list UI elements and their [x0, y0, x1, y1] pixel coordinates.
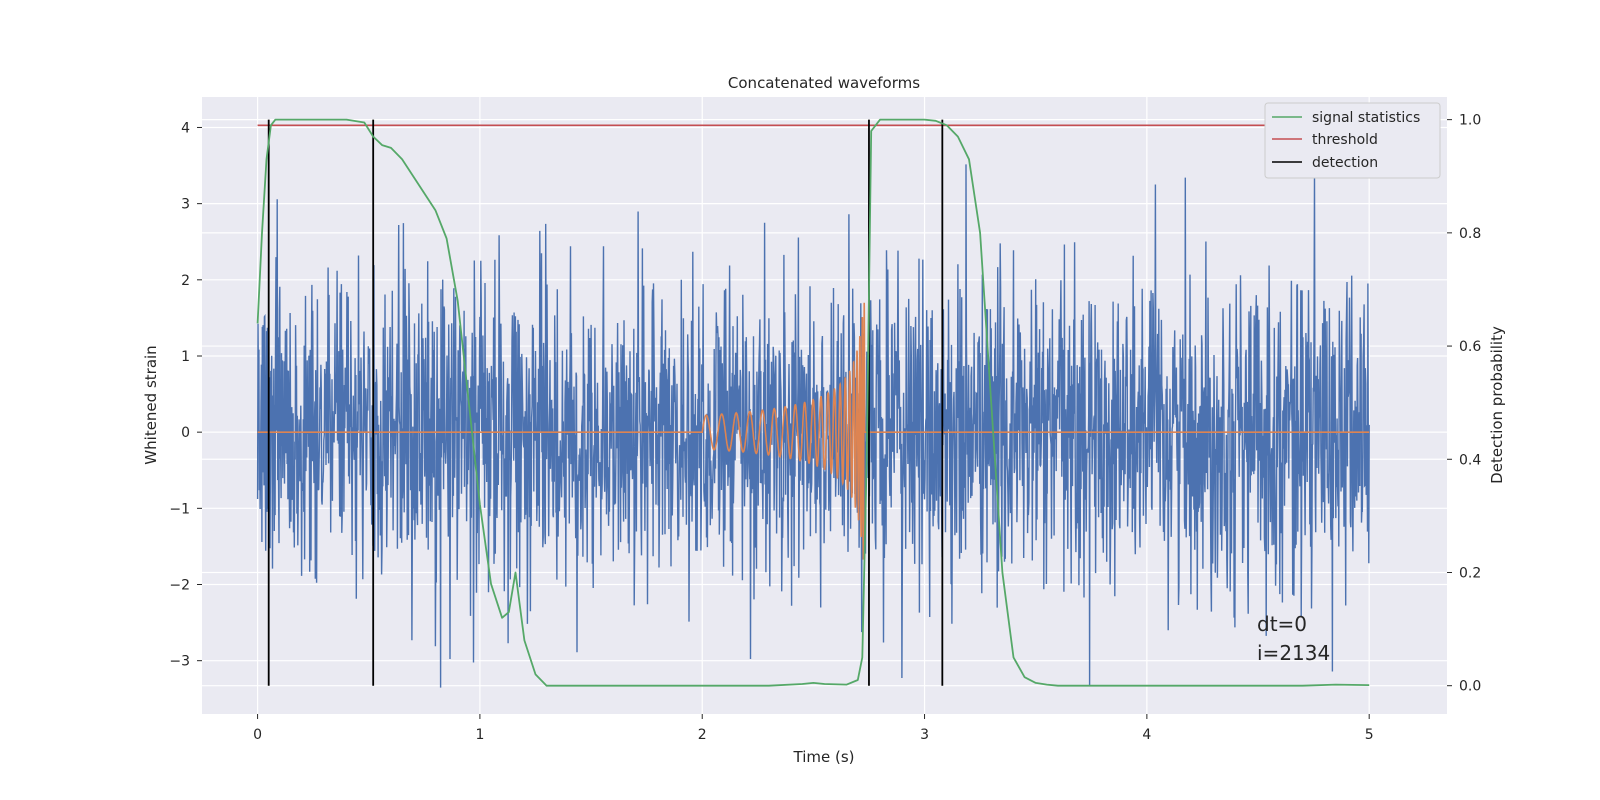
- y-axis-label: Whitened strain: [142, 345, 160, 464]
- x-tick-label: 3: [920, 727, 929, 743]
- x-axis-label: Time (s): [793, 748, 855, 766]
- y-tick-label-right: 0.4: [1459, 452, 1481, 468]
- annotation-dt: dt=0: [1257, 612, 1307, 636]
- y-tick-label: 3: [181, 197, 190, 213]
- noise-series: [256, 164, 1370, 688]
- legend-label-statistics: signal statistics: [1312, 110, 1420, 126]
- y-tick-label: 2: [181, 273, 190, 289]
- y-axis-label-right: Detection probability: [1488, 326, 1506, 484]
- x-tick-label: 1: [475, 727, 484, 743]
- y-tick-label: 1: [181, 349, 190, 365]
- legend-label-threshold: threshold: [1312, 132, 1378, 148]
- y-tick-label-right: 0.0: [1459, 679, 1481, 695]
- statistics-line: [256, 118, 1370, 687]
- x-tick-label: 2: [698, 727, 707, 743]
- legend-label-detection: detection: [1312, 155, 1378, 171]
- legend-box: [1264, 102, 1441, 179]
- y-tick-label-right: 0.6: [1459, 339, 1481, 355]
- y-tick-label-right: 1.0: [1459, 113, 1481, 129]
- annotation-i: i=2134: [1257, 641, 1330, 665]
- right-axis-series: [256, 118, 1370, 687]
- x-tick-label: 5: [1365, 727, 1374, 743]
- noise-line: [256, 164, 1370, 688]
- x-tick-label: 0: [253, 727, 262, 743]
- y-tick-label: 0: [181, 425, 190, 441]
- y-tick-label: −1: [169, 501, 190, 517]
- x-tick-label: 4: [1142, 727, 1151, 743]
- chirp-line: [257, 302, 1370, 560]
- tick-labels: 0 1 2 3 4 5 −3 −2 −1 0 1 2 3 4 0.0 0.2 0.4 0.6 0.8 1.0: [169, 113, 1481, 743]
- y-tick-label: −2: [169, 578, 190, 594]
- chirp-series: [257, 302, 1370, 560]
- y-tick-label-right: 0.8: [1459, 226, 1481, 242]
- y-tick-label: 4: [181, 120, 190, 136]
- chart-title: Concatenated waveforms: [728, 74, 920, 92]
- y-tick-label-right: 0.2: [1459, 565, 1481, 581]
- legend: signal statistics threshold detection: [1264, 102, 1441, 179]
- grid-lines: [202, 97, 1447, 714]
- y-tick-label: −3: [169, 654, 190, 670]
